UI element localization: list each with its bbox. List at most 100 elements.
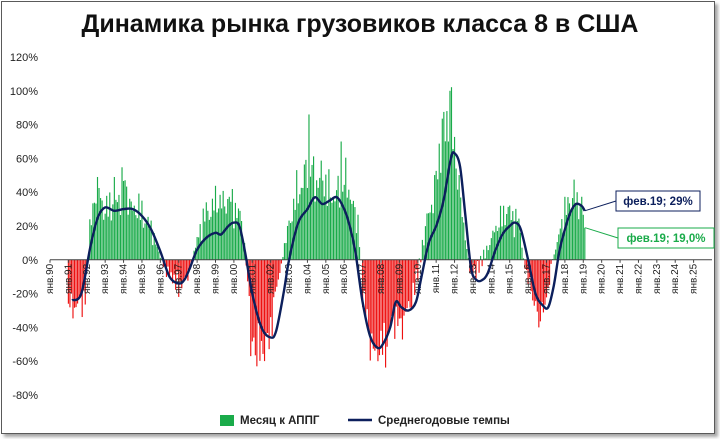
bar <box>538 259 540 328</box>
bar <box>570 208 572 260</box>
bar <box>297 203 299 260</box>
bar <box>432 213 434 260</box>
bar <box>219 194 221 260</box>
bar <box>265 259 267 337</box>
bar <box>499 205 502 260</box>
bar <box>222 190 224 260</box>
bar <box>78 259 80 298</box>
bar <box>99 198 102 260</box>
bar <box>313 156 315 260</box>
bar <box>109 192 111 260</box>
bar <box>178 259 180 297</box>
bar <box>339 207 341 260</box>
bar <box>383 259 385 323</box>
bar <box>346 197 348 260</box>
bar <box>260 259 263 341</box>
chart-title: Динамика рынка грузовиков класса 8 в США <box>81 10 639 38</box>
bar <box>374 259 376 351</box>
bar <box>185 259 187 275</box>
bar <box>267 259 269 333</box>
bar <box>237 208 240 260</box>
x-tick-label: янв.98 <box>192 263 203 294</box>
line-series <box>71 151 586 350</box>
bar <box>302 187 304 260</box>
bar <box>578 219 580 260</box>
bar <box>319 177 321 260</box>
bar <box>127 214 129 260</box>
bar <box>176 259 178 272</box>
x-tick-label: янв.96 <box>155 263 166 294</box>
bar <box>573 179 575 260</box>
bar <box>138 193 140 260</box>
bar <box>380 259 382 331</box>
x-tick-label: янв.02 <box>266 263 277 294</box>
bar <box>234 202 236 260</box>
bar <box>119 215 122 260</box>
bar <box>464 240 466 260</box>
bar <box>440 172 442 260</box>
bar <box>67 259 69 304</box>
bar <box>326 205 328 260</box>
bar <box>526 259 528 271</box>
bar <box>167 259 169 267</box>
bar <box>106 195 108 260</box>
bar <box>415 259 417 270</box>
annotation-bar-last-box <box>617 227 715 249</box>
bar <box>507 206 509 260</box>
bar <box>453 136 456 260</box>
x-tick-label: янв.20 <box>597 263 608 294</box>
bar <box>576 192 578 260</box>
x-tick-label: янв.13 <box>468 263 479 294</box>
bar <box>381 259 384 355</box>
x-tick-label: янв.91 <box>63 263 74 294</box>
bar <box>277 259 279 280</box>
bar <box>438 143 440 260</box>
x-tick-label: янв.03 <box>284 263 295 294</box>
bar <box>130 201 132 260</box>
bar <box>535 259 537 302</box>
bar <box>199 224 201 260</box>
bar <box>118 194 120 260</box>
bar <box>276 259 278 287</box>
bar <box>181 259 183 289</box>
bar <box>279 259 281 273</box>
bar <box>582 214 584 260</box>
y-tick-label: 60% <box>16 153 38 165</box>
bar <box>478 259 480 273</box>
bar <box>213 210 215 260</box>
bar <box>286 225 289 260</box>
bar <box>394 259 396 339</box>
bar <box>325 174 327 260</box>
bar <box>236 217 238 260</box>
bar <box>170 259 172 273</box>
bar <box>435 170 437 260</box>
bar <box>323 196 325 260</box>
bar <box>420 259 422 263</box>
bar <box>406 259 408 308</box>
bar <box>231 188 233 260</box>
bar <box>262 259 264 354</box>
bar <box>242 240 244 260</box>
bar <box>150 220 152 260</box>
bar <box>404 259 407 312</box>
bar <box>489 245 491 260</box>
bar <box>449 90 451 260</box>
bar <box>308 114 310 260</box>
bar <box>335 190 338 260</box>
bar <box>141 200 143 260</box>
y-tick-label: 40% <box>16 187 38 199</box>
bar <box>225 213 227 260</box>
bar <box>331 202 333 260</box>
bar <box>371 259 373 334</box>
x-tick-label: янв.25 <box>689 263 700 294</box>
bar <box>172 259 174 284</box>
x-tick-label: янв.22 <box>633 263 644 294</box>
bar <box>136 218 138 260</box>
bar <box>317 187 319 260</box>
bar <box>509 205 511 260</box>
bar <box>250 259 252 357</box>
x-tick-label: янв.09 <box>394 263 405 294</box>
x-tick-label: янв.97 <box>174 263 185 294</box>
bar <box>539 259 541 322</box>
bar <box>417 259 419 281</box>
